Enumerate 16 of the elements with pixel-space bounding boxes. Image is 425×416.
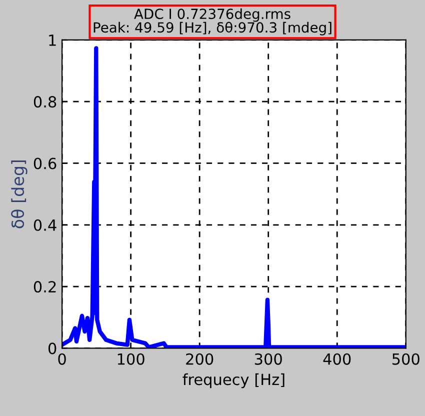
text: ADC I 0.72376deg.rms <box>134 8 290 22</box>
y-tick-label: 0.2 <box>34 281 56 293</box>
x-tick-label: 400 <box>323 353 351 365</box>
x-tick-label: 500 <box>392 353 420 365</box>
y-axis-title: δθ [deg] <box>11 160 28 228</box>
y-tick-label: 0.8 <box>34 96 56 108</box>
x-tick-label: 0 <box>58 353 66 365</box>
y-tick-label: 0.4 <box>34 219 56 231</box>
x-tick-label: 300 <box>254 353 282 365</box>
text: Peak: 49.59 [Hz], δθ:970.3 [mdeg] <box>94 22 332 36</box>
x-axis-title: frequecy [Hz] <box>182 373 284 388</box>
y-tick-label: 0.6 <box>34 158 56 170</box>
x-tick-label: 200 <box>186 353 214 365</box>
x-tick-label: 100 <box>118 353 144 365</box>
y-tick-label: 0 <box>48 342 56 354</box>
y-tick-label: 1 <box>49 34 56 46</box>
